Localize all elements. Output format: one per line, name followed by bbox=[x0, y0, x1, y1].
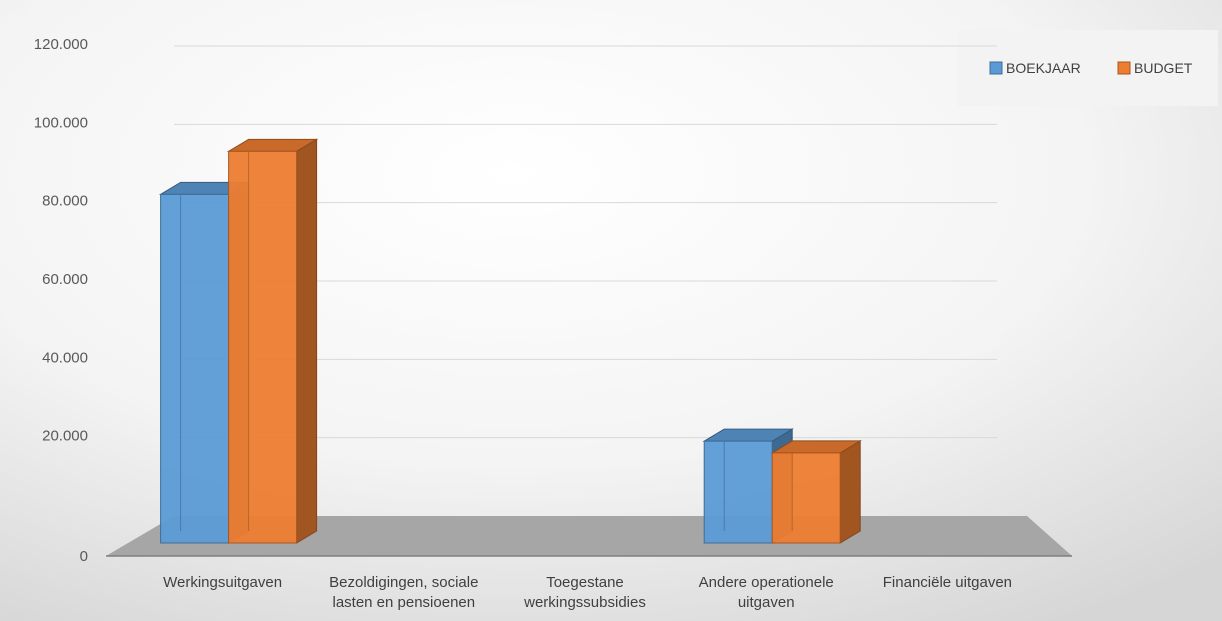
bar-front bbox=[160, 193, 230, 544]
x-tick-label: Financiële uitgaven bbox=[883, 574, 1012, 591]
bar-side bbox=[296, 138, 318, 544]
x-tick-label: Bezoldigingen, sociale lasten en pensioen… bbox=[329, 574, 478, 611]
x-tick-label: Werkingsuitgaven bbox=[163, 574, 282, 591]
bar-front bbox=[703, 440, 773, 544]
bar-front bbox=[771, 452, 841, 544]
y-tick-label: 120.000 bbox=[34, 36, 88, 53]
x-tick-label: Toegestane werkingssubsidies bbox=[523, 574, 646, 611]
y-tick-label: 80.000 bbox=[42, 193, 88, 210]
legend-swatch-boekjaar bbox=[989, 61, 1003, 75]
y-tick-label: 60.000 bbox=[42, 271, 88, 288]
y-tick-label: 40.000 bbox=[42, 349, 88, 366]
bar-budget-0 bbox=[226, 138, 319, 544]
y-tick-label: 0 bbox=[80, 548, 88, 565]
bar-budget-3 bbox=[770, 440, 863, 544]
legend-swatch-budget bbox=[1117, 61, 1131, 75]
x-tick-label: Andere operationele uitgaven bbox=[699, 574, 834, 611]
bar-side bbox=[839, 440, 861, 544]
y-tick-label: 100.000 bbox=[34, 114, 88, 131]
legend-label-budget: BUDGET bbox=[1134, 60, 1193, 76]
y-tick-label: 20.000 bbox=[42, 428, 88, 445]
bar-front bbox=[228, 150, 298, 544]
legend-label-boekjaar: BOEKJAAR bbox=[1006, 60, 1081, 76]
